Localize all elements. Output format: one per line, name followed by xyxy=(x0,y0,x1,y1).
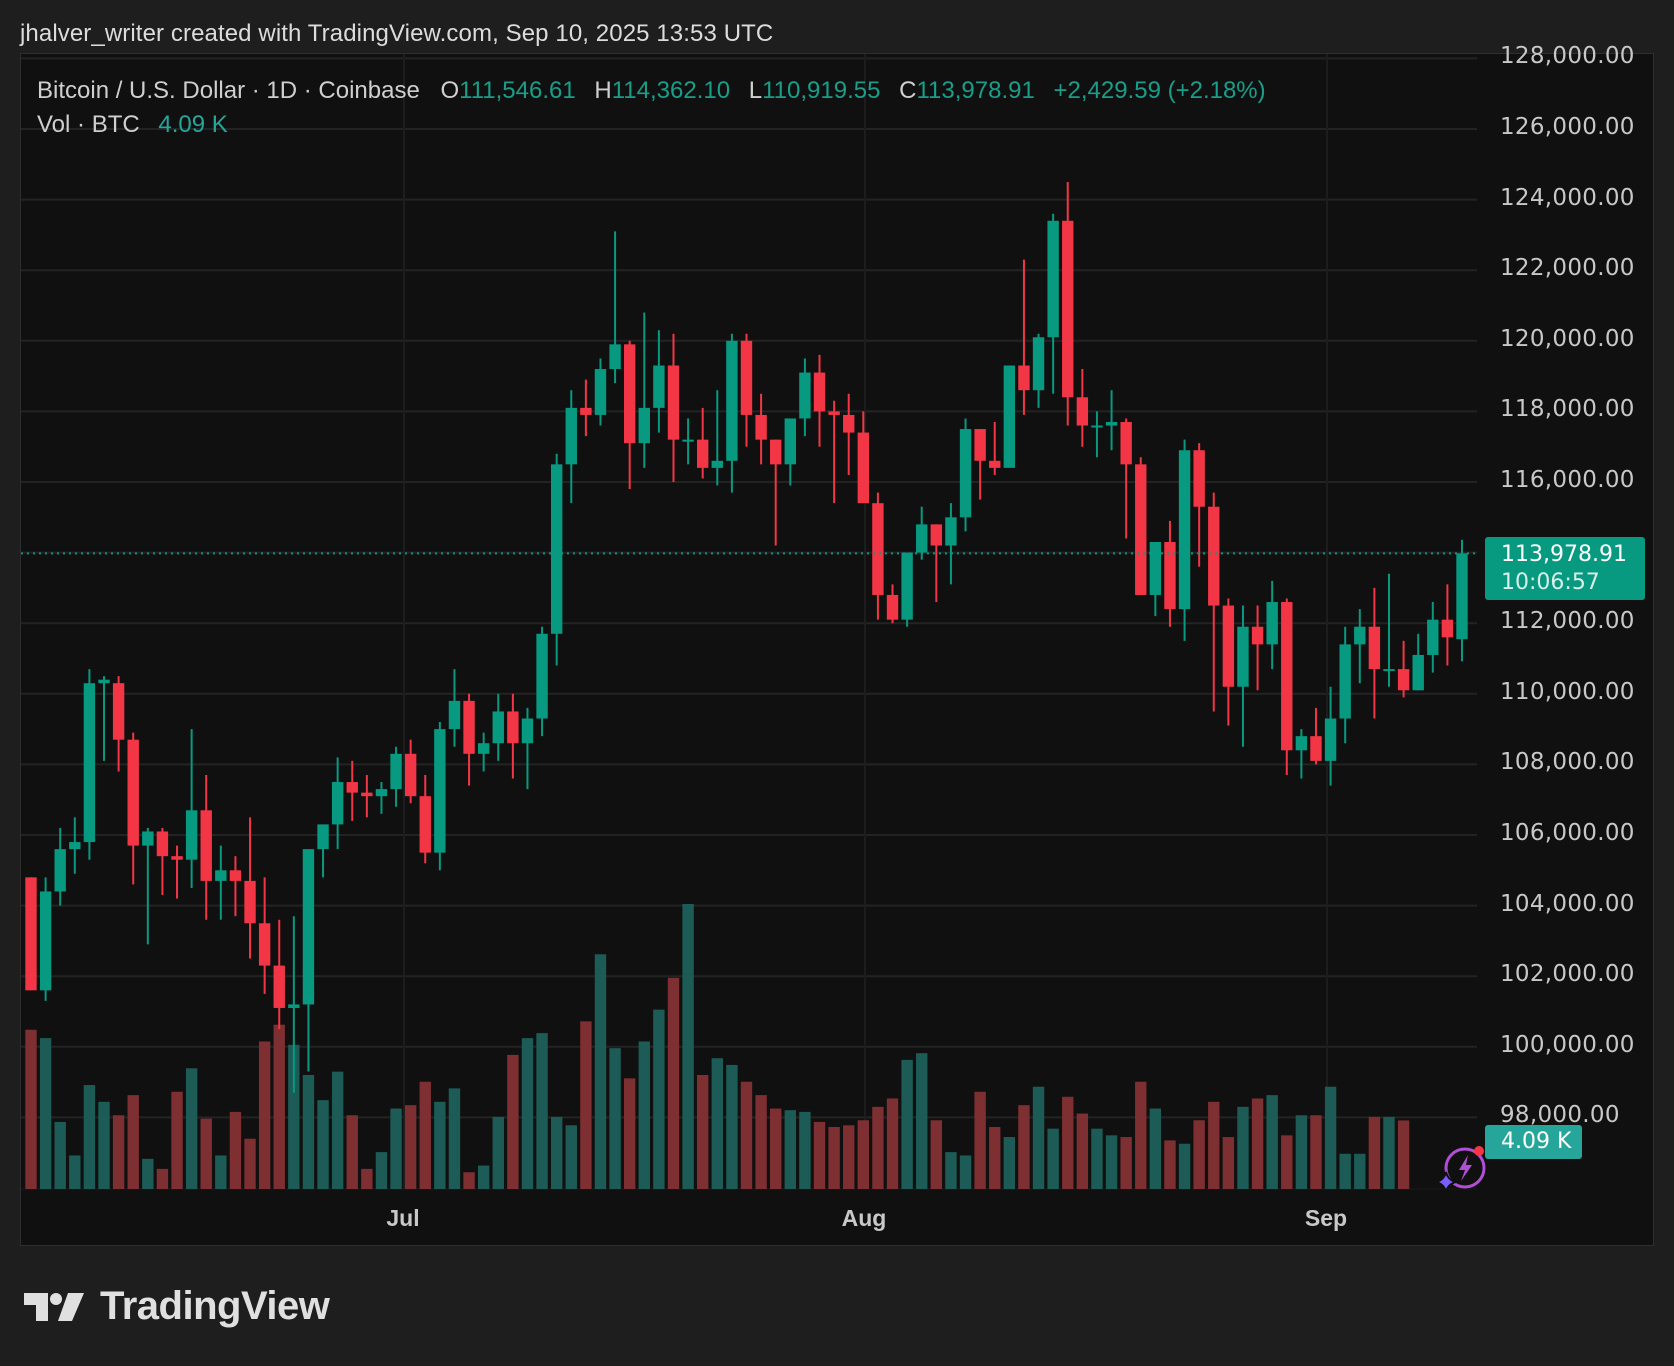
price-tick-label: 102,000.00 xyxy=(1500,961,1635,988)
time-label-aug: Aug xyxy=(841,1205,887,1231)
price-tick-label: 122,000.00 xyxy=(1500,255,1635,282)
volume-label[interactable]: Vol · BTC xyxy=(37,111,140,138)
low-value: 110,919.55 xyxy=(762,77,881,104)
low-label: L xyxy=(748,77,763,104)
time-label-sep: Sep xyxy=(1304,1205,1348,1231)
price-tick-label: 116,000.00 xyxy=(1500,467,1635,493)
change-value: +2,429.59 (+2.18%) xyxy=(1053,77,1266,104)
price-tick-label: 126,000.00 xyxy=(1500,114,1635,140)
price-tick-label: 120,000.00 xyxy=(1500,325,1635,352)
price-tick-label: 100,000.00 xyxy=(1500,1031,1635,1058)
tradingview-logo[interactable]: TradingView xyxy=(24,1284,330,1329)
chart-frame[interactable]: Bitcoin / U.S. Dollar · 1D · Coinbase O1… xyxy=(20,53,1654,1246)
volume-marker: 4.09 K xyxy=(1485,1125,1582,1159)
price-tick-label: 124,000.00 xyxy=(1500,184,1635,211)
chart-legend: Bitcoin / U.S. Dollar · 1D · Coinbase O1… xyxy=(37,74,1266,142)
last-price-value: 113,978.91 xyxy=(1501,542,1627,567)
brand-name: TradingView xyxy=(100,1284,330,1328)
price-chart-canvas[interactable] xyxy=(21,54,1653,1245)
volume-value: 4.09 K xyxy=(158,111,228,138)
price-tick-label: 112,000.00 xyxy=(1500,608,1635,635)
tradingview-logo-icon xyxy=(24,1292,84,1321)
close-label: C xyxy=(899,77,917,104)
last-price-marker: 113,978.91 10:06:57 xyxy=(1485,537,1645,600)
price-tick-label: 104,000.00 xyxy=(1500,890,1635,917)
ai-assistant-icon[interactable] xyxy=(1432,1138,1492,1198)
ohlc-row: Bitcoin / U.S. Dollar · 1D · Coinbase O1… xyxy=(37,74,1266,108)
chart-caption: jhalver_writer created with TradingView.… xyxy=(20,20,774,47)
high-label: H xyxy=(594,77,612,104)
volume-row: Vol · BTC 4.09 K xyxy=(37,108,1266,142)
price-tick-label: 128,000.00 xyxy=(1500,43,1635,70)
close-value: 113,978.91 xyxy=(916,77,1035,104)
bar-countdown: 10:06:57 xyxy=(1501,570,1600,595)
price-tick-label: 106,000.00 xyxy=(1500,820,1635,846)
symbol-title[interactable]: Bitcoin / U.S. Dollar · 1D · Coinbase xyxy=(37,77,420,104)
high-value: 114,362.10 xyxy=(611,77,731,104)
open-value: 111,546.61 xyxy=(459,77,576,104)
price-tick-label: 110,000.00 xyxy=(1500,678,1635,705)
price-tick-label: 108,000.00 xyxy=(1500,749,1635,776)
open-label: O xyxy=(440,77,460,104)
time-label-jul: Jul xyxy=(386,1205,420,1231)
price-tick-label: 98,000.00 xyxy=(1500,1102,1620,1129)
price-tick-label: 118,000.00 xyxy=(1500,396,1635,423)
